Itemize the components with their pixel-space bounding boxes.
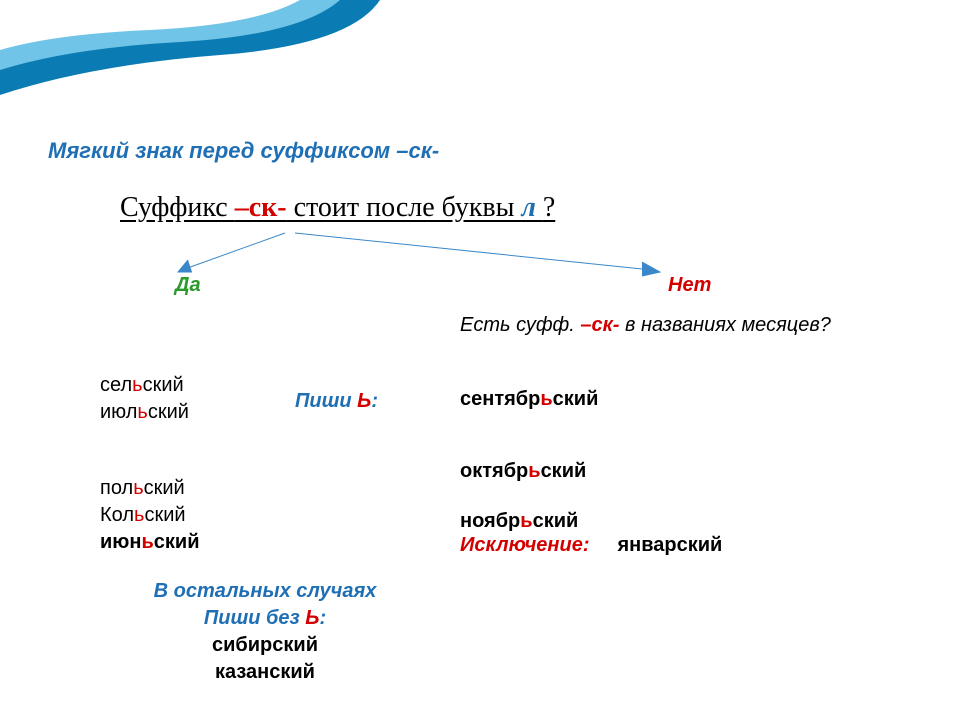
ex-sel-b: ь [132, 374, 142, 396]
noy-a: ноябр [460, 510, 520, 532]
sept-a: сентябр [460, 388, 540, 410]
slide-title: Мягкий знак перед суффиксом –ск- [48, 138, 439, 164]
q-sk: –ск- [235, 192, 287, 223]
else-l2c: : [319, 607, 326, 629]
sept-b: ь [540, 388, 552, 410]
ex-iyun-a: июн [100, 531, 141, 553]
q-part1: Суффикс [120, 192, 235, 223]
subq-p2: в названиях месяцев? [619, 314, 830, 336]
else-l2b: Ь [305, 607, 319, 629]
pishi-p2: : [371, 390, 378, 412]
okt-b: ь [528, 460, 540, 482]
ex-iyul-c: ский [148, 401, 189, 423]
else-line1: В остальных случаях [115, 578, 415, 605]
okt-a: октябр [460, 460, 528, 482]
pishi-b: Ь [357, 390, 371, 412]
else-l2a: Пиши без [204, 607, 305, 629]
ex-sel-a: сел [100, 374, 132, 396]
write-soft-sign: Пиши Ь: [295, 390, 378, 413]
ex-iyul-b: ь [137, 401, 147, 423]
examples-left-2: польский Кольский июньский [100, 475, 200, 556]
main-question: Суффикс –ск- стоит после буквы л ? [120, 192, 555, 224]
ex-iyul-a: июл [100, 401, 137, 423]
examples-left-1: сельский июльский [100, 372, 189, 426]
ex-sel-c: ский [143, 374, 184, 396]
example-nov: ноябрьский [460, 510, 578, 533]
answer-yes: Да [175, 274, 201, 297]
example-sept: сентябрьский [460, 386, 598, 413]
subq-sk: –ск- [580, 314, 619, 336]
q-l: л [521, 192, 542, 223]
sub-question: Есть суфф. –ск- в названиях месяцев? [460, 314, 831, 337]
ex-iyun-c: ский [154, 531, 200, 553]
noy-b: ь [520, 510, 532, 532]
exception-word: январский [617, 534, 722, 556]
pishi-p1: Пиши [295, 390, 357, 412]
ex-iyun-b: ь [141, 531, 153, 553]
q-mark: ? [543, 192, 555, 223]
else-w2: казанский [115, 659, 415, 686]
noy-c: ский [533, 510, 579, 532]
okt-c: ский [541, 460, 587, 482]
else-w1: сибирский [115, 632, 415, 659]
subq-p1: Есть суфф. [460, 314, 580, 336]
exception-row: Исключение: январский [460, 534, 722, 557]
ex-pol-b: ь [133, 477, 143, 499]
ex-pol-c: ский [144, 477, 185, 499]
example-oct: октябрьский [460, 460, 586, 483]
otherwise-block: В остальных случаях Пиши без Ь: сибирски… [115, 578, 415, 686]
ex-kol-a: Кол [100, 504, 134, 526]
arrow-left [170, 230, 290, 278]
arrow-right [290, 230, 670, 278]
answer-no: Нет [668, 274, 711, 297]
corner-accent [0, 0, 380, 120]
ex-kol-c: ский [144, 504, 185, 526]
ex-kol-b: ь [134, 504, 144, 526]
sept-c: ский [553, 388, 599, 410]
exception-label: Исключение: [460, 534, 589, 556]
q-part2: стоит после буквы [287, 192, 522, 223]
ex-pol-a: пол [100, 477, 133, 499]
